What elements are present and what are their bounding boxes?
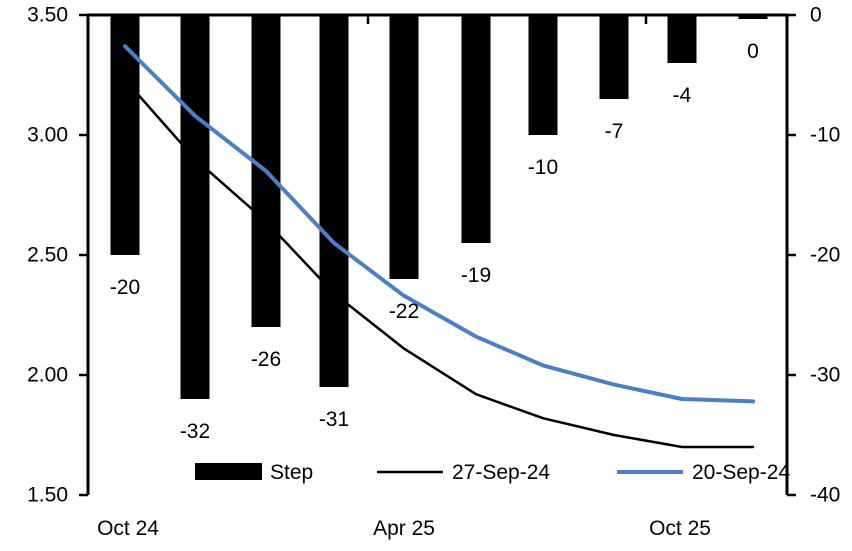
bar-value-label: -32 bbox=[180, 420, 210, 443]
x-axis-label: Apr 25 bbox=[373, 517, 435, 540]
step-bar bbox=[389, 15, 419, 279]
bar-value-label: -10 bbox=[528, 156, 558, 179]
right-axis-tick-label: 0 bbox=[810, 4, 822, 27]
bar-value-label: -20 bbox=[110, 276, 140, 299]
right-axis-tick-label: -30 bbox=[810, 364, 840, 387]
legend-swatch-bar bbox=[195, 463, 262, 480]
step-bar bbox=[110, 15, 140, 255]
step-bar bbox=[319, 15, 349, 387]
right-axis-tick-label: -40 bbox=[810, 484, 840, 507]
bar-value-label: -7 bbox=[605, 120, 624, 143]
left-axis-tick-label: 1.50 bbox=[27, 484, 68, 507]
right-axis-tick-label: -10 bbox=[810, 124, 840, 147]
bar-value-label: -19 bbox=[461, 264, 491, 287]
bar-value-label: -4 bbox=[673, 84, 692, 107]
series-line-20-sep-24 bbox=[123, 44, 755, 404]
step-bar bbox=[738, 15, 768, 19]
x-axis-label: Oct 24 bbox=[97, 517, 159, 540]
x-axis-label: Oct 25 bbox=[649, 517, 711, 540]
bar-value-label: -22 bbox=[389, 300, 419, 323]
legend-label: 20-Sep-24 bbox=[692, 461, 790, 484]
step-bar bbox=[599, 15, 629, 99]
legend-label: 27-Sep-24 bbox=[452, 461, 550, 484]
left-axis-tick-label: 3.00 bbox=[27, 124, 68, 147]
step-bar bbox=[180, 15, 210, 399]
step-bar bbox=[667, 15, 697, 63]
left-axis-tick-label: 2.00 bbox=[27, 364, 68, 387]
bar-value-label: -31 bbox=[319, 408, 349, 431]
bar-value-label: 0 bbox=[747, 40, 759, 63]
right-axis-tick-label: -20 bbox=[810, 244, 840, 267]
legend-label: Step bbox=[270, 461, 313, 484]
left-axis-tick-label: 3.50 bbox=[27, 4, 68, 27]
series-line-27-sep-24 bbox=[123, 78, 755, 449]
step-bar bbox=[461, 15, 491, 243]
bar-value-label: -26 bbox=[251, 348, 281, 371]
step-bar bbox=[528, 15, 558, 135]
left-axis-tick-label: 2.50 bbox=[27, 244, 68, 267]
